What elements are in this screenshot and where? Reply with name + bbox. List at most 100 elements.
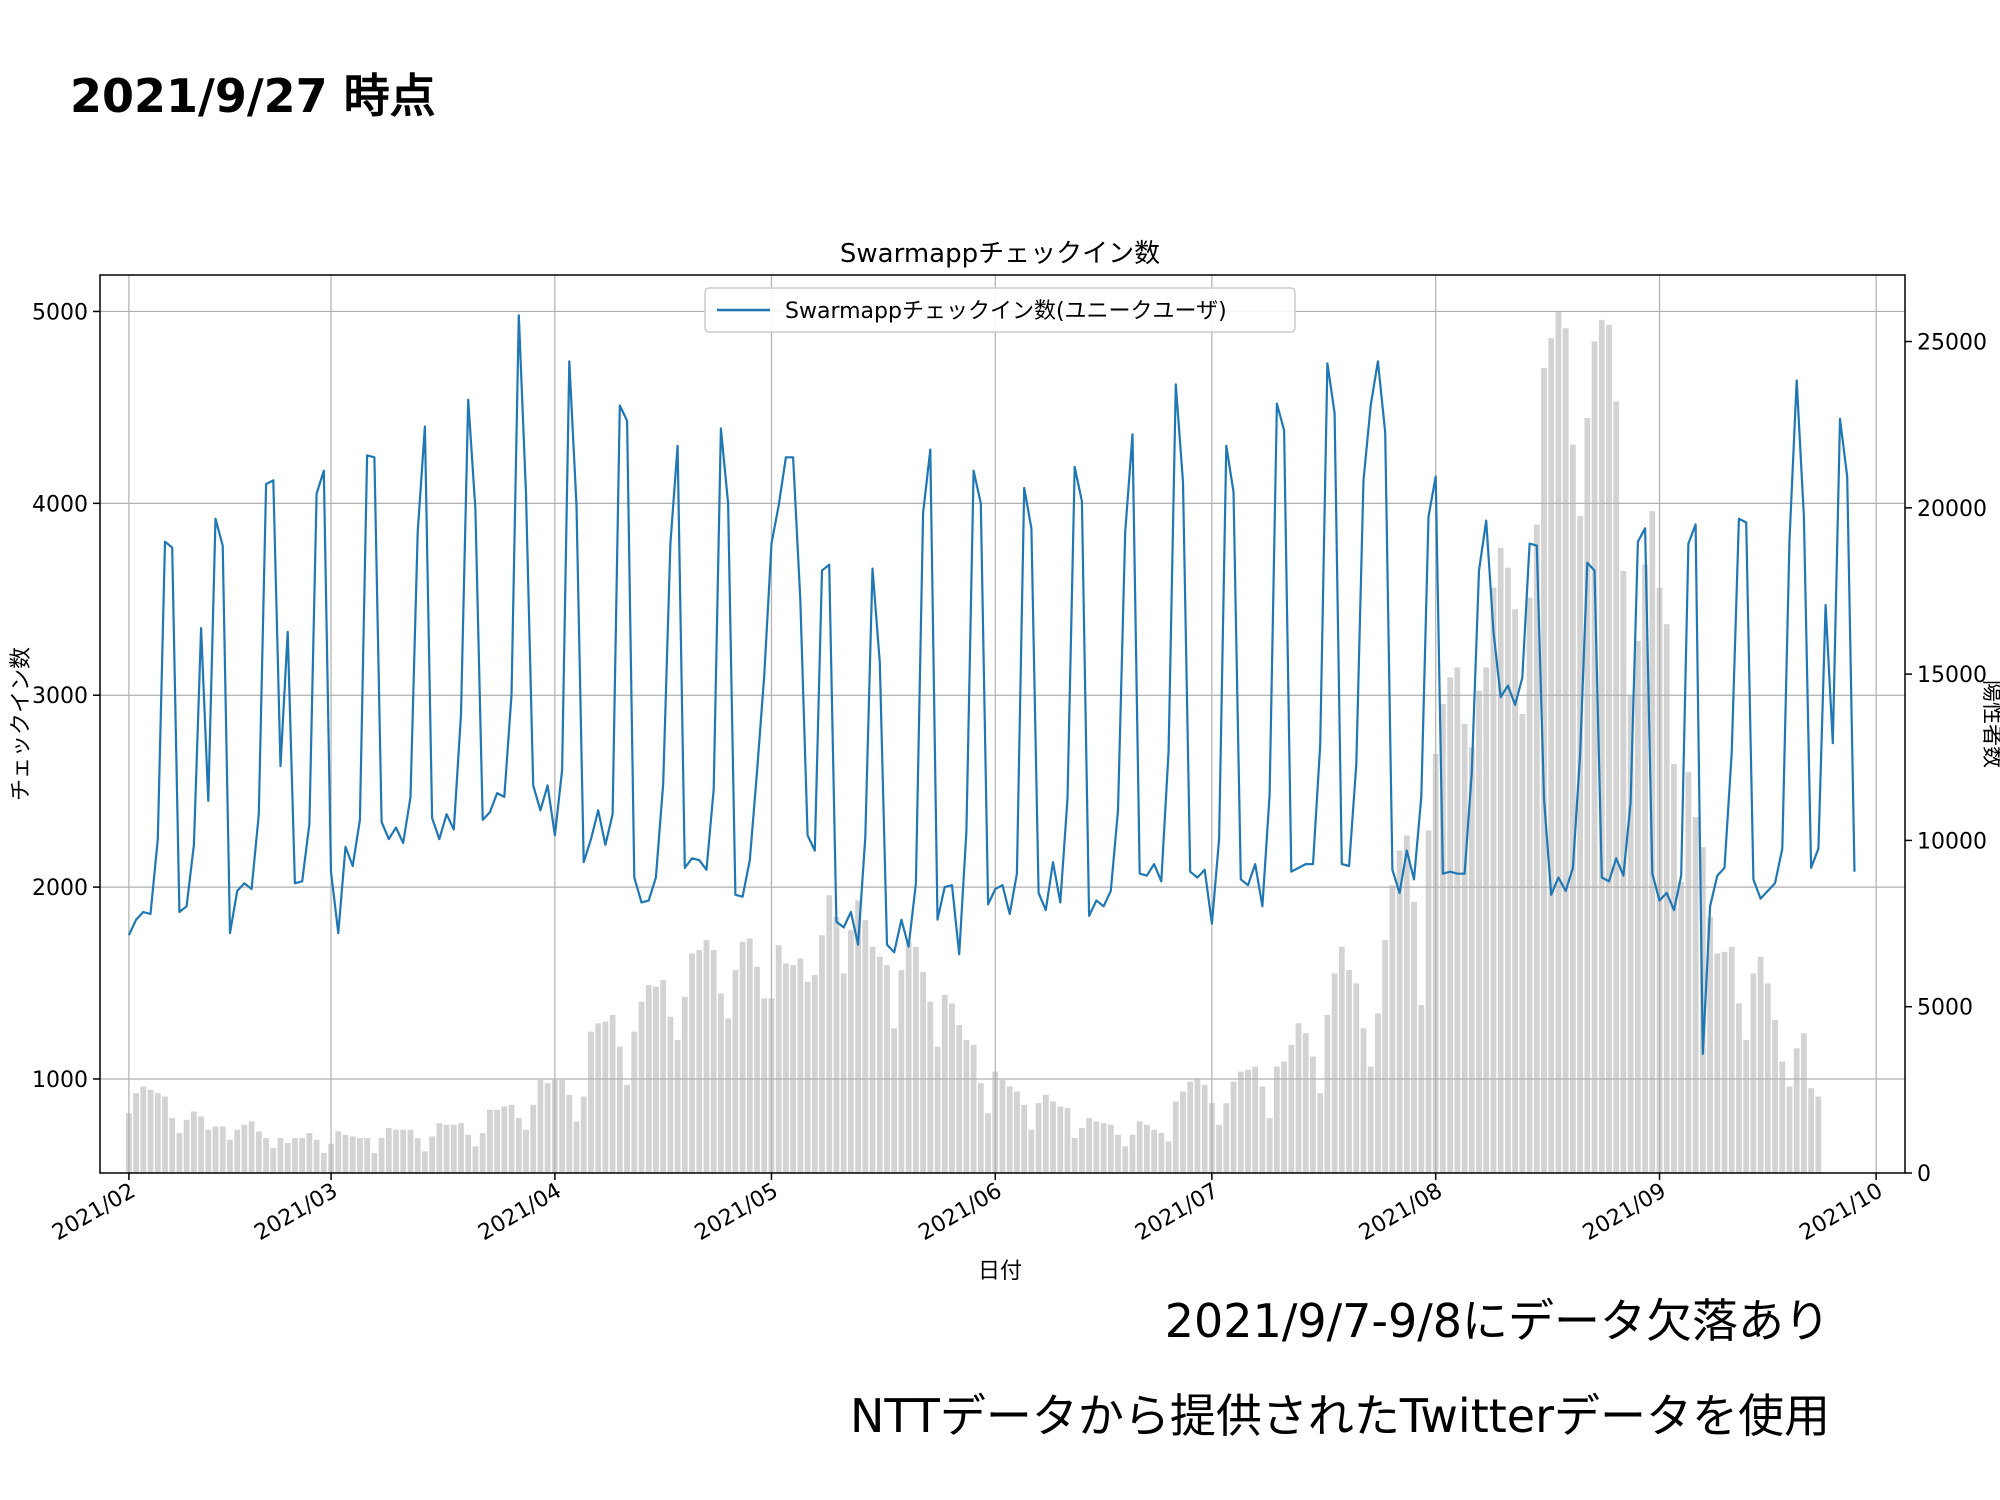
positive-cases-bar — [219, 1126, 226, 1173]
x-axis-label: 日付 — [978, 1259, 1022, 1284]
positive-cases-bar — [458, 1123, 464, 1173]
positive-cases-bar — [1750, 973, 1757, 1173]
positive-cases-bar — [1367, 1066, 1374, 1173]
positive-cases-bar — [1100, 1123, 1107, 1173]
positive-cases-bar — [1338, 946, 1345, 1173]
positive-cases-bar — [797, 958, 804, 1173]
positive-cases-bar — [1598, 319, 1605, 1173]
positive-cases-bar — [891, 1028, 898, 1173]
positive-cases-bar — [1122, 1146, 1129, 1173]
slide-title: 2021/9/27 時点 — [70, 69, 436, 123]
positive-cases-bar — [1562, 328, 1569, 1173]
positive-cases-bar — [956, 1024, 963, 1173]
positive-cases-bar — [1252, 1066, 1259, 1173]
legend: Swarmappチェックイン数(ユニークユーザ) — [704, 287, 1296, 333]
y-tick-label-right: 10000 — [1917, 829, 1987, 854]
positive-cases-bar — [154, 1093, 161, 1173]
positive-cases-bar — [573, 1121, 580, 1173]
x-tick-label: 2021/06 — [915, 1179, 1007, 1246]
x-tick-label: 2021/09 — [1579, 1179, 1671, 1246]
positive-cases-bar — [385, 1128, 392, 1173]
positive-cases-bar — [1180, 1091, 1186, 1173]
positive-cases-bar — [501, 1106, 508, 1173]
positive-cases-bar — [255, 1131, 262, 1173]
grid-lines — [100, 275, 1905, 1173]
positive-cases-bar — [1461, 724, 1468, 1173]
positive-cases-bar — [234, 1129, 241, 1173]
positive-cases-bar — [862, 920, 869, 1173]
positive-cases-bar — [1801, 1033, 1807, 1173]
y-tick-label-left: 4000 — [32, 492, 88, 517]
positive-cases-bar — [775, 945, 782, 1173]
positive-cases-bar — [746, 938, 753, 1173]
positive-cases-bar — [479, 1133, 486, 1173]
positive-cases-bar — [1634, 640, 1641, 1173]
positive-cases-bar — [1317, 1093, 1324, 1173]
positive-cases-bar — [811, 975, 818, 1173]
positive-cases-bar — [465, 1134, 472, 1173]
positive-cases-bar — [609, 1015, 616, 1173]
positive-cases-bar — [277, 1138, 284, 1173]
positive-cases-bar — [1093, 1121, 1100, 1173]
positive-cases-bar — [1382, 940, 1389, 1173]
positive-cases-bar — [1266, 1118, 1273, 1173]
positive-cases-bar — [681, 996, 688, 1173]
x-tick-label: 2021/04 — [474, 1179, 566, 1246]
positive-cases-bar — [1237, 1071, 1244, 1173]
positive-cases-bar — [1533, 524, 1540, 1173]
positive-cases-bar — [1764, 983, 1771, 1173]
positive-cases-bar — [1671, 763, 1677, 1173]
positive-cases-bar — [241, 1124, 248, 1173]
positive-cases-bar — [1194, 1078, 1201, 1173]
positive-cases-bar — [977, 1083, 984, 1173]
positive-cases-bar — [1743, 1039, 1750, 1173]
positive-cases-bar — [1375, 1013, 1381, 1173]
positive-cases-bar — [999, 1079, 1006, 1173]
positive-cases-bar — [1295, 1023, 1302, 1173]
positive-cases-bar — [1425, 830, 1432, 1173]
positive-cases-bar — [1346, 970, 1352, 1173]
positive-cases-bar — [1151, 1129, 1158, 1173]
positive-cases-bar — [1779, 1061, 1786, 1173]
positive-cases-bar — [580, 1096, 587, 1173]
positive-cases-bar — [1555, 311, 1562, 1173]
positive-cases-bar — [1288, 1044, 1295, 1173]
positive-cases-bar — [335, 1131, 342, 1173]
positive-cases-bar — [306, 1133, 313, 1173]
positive-cases-bar — [869, 946, 876, 1173]
positive-cases-bar — [190, 1111, 197, 1173]
positive-cases-bar — [761, 998, 768, 1173]
positive-cases-bar — [378, 1138, 385, 1173]
positive-cases-bar — [1144, 1124, 1150, 1173]
positive-cases-bar — [140, 1086, 147, 1173]
positive-cases-bar — [840, 973, 847, 1173]
positive-cases-bar — [876, 956, 883, 1173]
y-tick-label-right: 0 — [1917, 1162, 1931, 1187]
positive-cases-bar — [1728, 946, 1735, 1173]
positive-cases-bar — [537, 1079, 544, 1173]
positive-cases-bar — [1569, 444, 1576, 1174]
positive-cases-bar — [284, 1143, 291, 1173]
positive-cases-bar — [1302, 1033, 1309, 1173]
positive-cases-bar — [1165, 1141, 1172, 1173]
y-tick-label-right: 5000 — [1917, 996, 1973, 1021]
positive-cases-bar — [941, 995, 948, 1173]
positive-cases-bar — [436, 1123, 443, 1173]
positive-cases-bar — [631, 1031, 638, 1173]
positive-cases-bar — [1627, 695, 1634, 1173]
positive-cases-bar — [349, 1136, 356, 1173]
data-source-note: NTTデータから提供されたTwitterデータを使用 — [850, 1389, 1830, 1443]
positive-cases-bar — [833, 916, 840, 1173]
positive-cases-bar — [400, 1129, 407, 1173]
positive-cases-bar — [1678, 881, 1685, 1173]
positive-cases-bar — [1389, 885, 1396, 1173]
positive-cases-bar — [638, 1001, 645, 1173]
positive-cases-bar — [1411, 901, 1417, 1173]
x-tick-label: 2021/10 — [1795, 1179, 1887, 1246]
positive-cases-bar — [270, 1148, 277, 1173]
positive-cases-bar — [884, 965, 890, 1173]
plot-frame — [99, 274, 1906, 1174]
positive-cases-bar — [588, 1031, 594, 1173]
positive-cases-bar — [1786, 1086, 1793, 1173]
